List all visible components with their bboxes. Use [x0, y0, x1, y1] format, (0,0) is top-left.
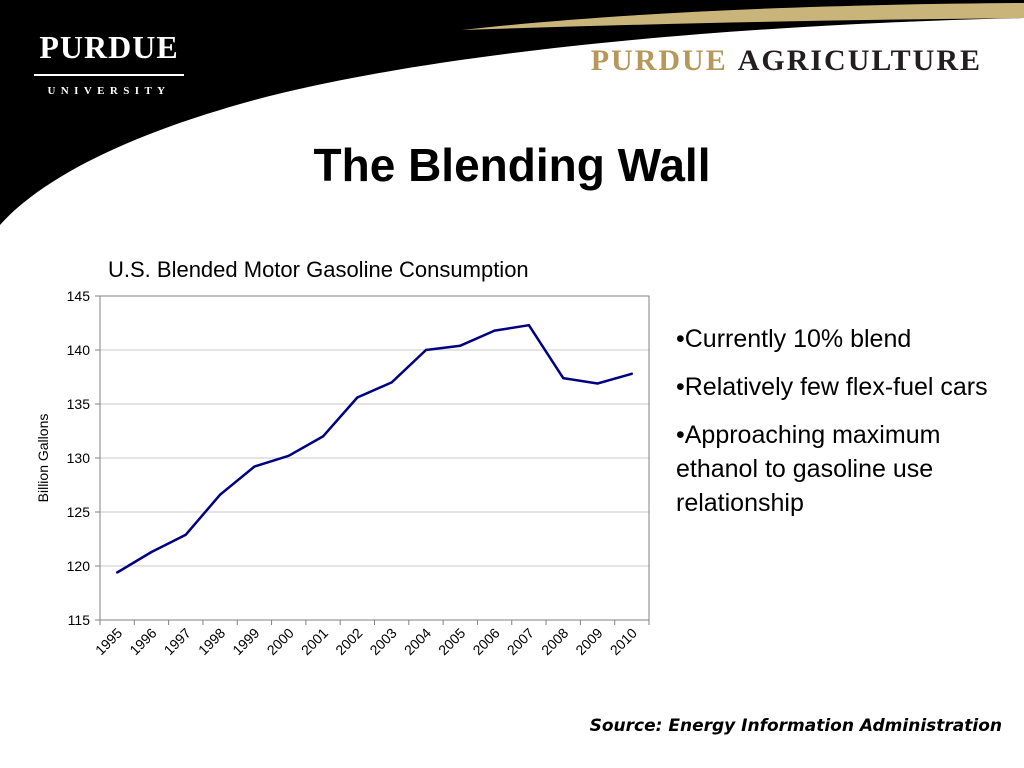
data-point [115, 571, 119, 574]
x-tick-label: 2005 [435, 625, 468, 658]
y-tick-label: 125 [67, 504, 91, 520]
x-tick-label: 2003 [366, 625, 399, 658]
purdue-agriculture-logo: PURDUE AGRICULTURE [591, 44, 982, 78]
bullet-item: •Approaching maximum ethanol to gasoline… [676, 421, 941, 517]
gasoline-consumption-line [116, 323, 633, 574]
y-tick-label: 115 [68, 612, 91, 628]
data-point [424, 348, 428, 352]
bullet-item: •Relatively few flex-fuel cars [676, 373, 988, 401]
data-point [390, 381, 393, 384]
y-axis-title: Billion Gallons [35, 414, 51, 503]
agriculture-logo-agriculture: AGRICULTURE [737, 44, 982, 77]
x-tick-label: 2002 [332, 625, 365, 658]
x-tick-label: 1999 [229, 625, 262, 658]
agriculture-logo-purdue: PURDUE [590, 44, 728, 77]
purdue-logo-university: UNIVERSITY [47, 85, 171, 97]
source-note: Source: Energy Information Administratio… [589, 716, 1002, 736]
gasoline-consumption-chart: 115 120 125 130 135 140 145 1995 1996 1997 1998 199… [35, 288, 650, 658]
x-tick-label: 1995 [92, 625, 125, 658]
x-tick-label: 2009 [572, 625, 605, 658]
data-point [287, 454, 290, 458]
x-tick-label: 2000 [263, 625, 296, 658]
x-tick-label: 2008 [538, 625, 571, 658]
data-point [596, 382, 599, 385]
x-tick-label: 1997 [161, 625, 194, 658]
x-tick-label: 2010 [607, 625, 640, 658]
purdue-university-logo: PURDUE UNIVERSITY [34, 30, 184, 98]
x-tick-label: 1996 [126, 625, 159, 658]
y-tick-label: 120 [67, 558, 91, 574]
header-black-swoosh [0, 0, 1024, 225]
data-point [356, 396, 359, 399]
data-point [253, 465, 256, 468]
bullet-item: •Currently 10% blend [676, 325, 912, 353]
purdue-logo-wordmark: PURDUE [39, 29, 179, 65]
y-tick-label: 145 [67, 288, 91, 304]
data-point [493, 329, 496, 332]
data-point [321, 435, 325, 438]
data-point [630, 372, 634, 375]
y-tick-label: 140 [67, 342, 91, 358]
data-point [459, 344, 462, 347]
data-point [562, 376, 565, 380]
x-tick-label: 2007 [504, 625, 537, 658]
y-tick-label: 135 [67, 396, 91, 412]
x-tick-label: 2001 [298, 625, 331, 658]
data-point [150, 550, 153, 554]
bullet-list: •Currently 10% blend •Relatively few fle… [676, 322, 996, 534]
chart-title: U.S. Blended Motor Gasoline Consumption [108, 257, 529, 282]
data-point [184, 533, 187, 536]
slide-title: The Blending Wall [313, 139, 711, 191]
x-tick-label: 2004 [401, 625, 434, 658]
y-tick-label: 130 [67, 450, 91, 466]
header-gold-band [462, 3, 1024, 30]
header-background [0, 0, 1024, 225]
x-tick-label: 2006 [469, 625, 502, 658]
purdue-logo-rule [34, 74, 184, 76]
data-point [527, 323, 531, 327]
x-tick-label: 1998 [195, 625, 228, 658]
data-point [218, 493, 222, 496]
